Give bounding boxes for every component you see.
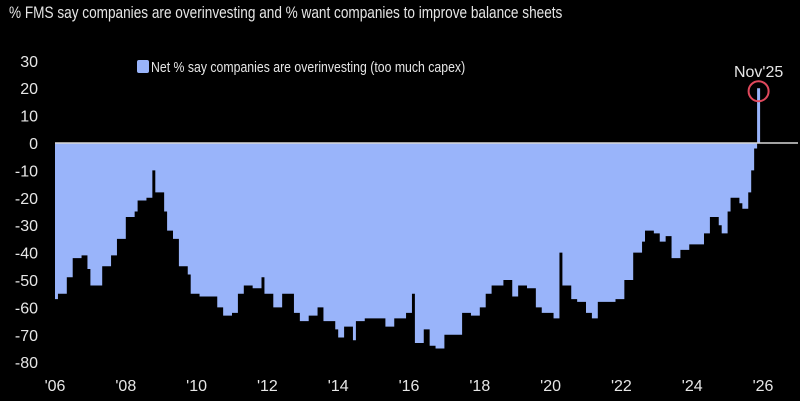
annotation-circle	[747, 80, 770, 103]
y-tick-label: -30	[15, 218, 38, 235]
y-tick-label: 20	[20, 81, 38, 98]
y-tick-label: -50	[15, 273, 38, 290]
x-tick-label: '12	[257, 378, 278, 395]
x-tick-label: '10	[186, 378, 207, 395]
x-tick-label: '16	[399, 378, 420, 395]
x-tick-label: '06	[45, 378, 66, 395]
y-tick-label: -70	[15, 328, 38, 345]
legend-label: Net % say companies are overinvesting (t…	[151, 59, 465, 75]
x-tick-label: '22	[611, 378, 632, 395]
annotation-label: Nov'25	[734, 64, 783, 81]
x-tick-label: '20	[540, 378, 561, 395]
y-tick-label: -40	[15, 246, 38, 263]
chart-title: % FMS say companies are overinvesting an…	[9, 3, 563, 22]
x-axis: '06 '08 '10 '12 '14 '16 '18 '20 '22 '24 '26	[45, 378, 774, 395]
x-tick-label: '18	[469, 378, 490, 395]
y-tick-label: -10	[15, 163, 38, 180]
y-tick-label: -80	[15, 355, 38, 372]
y-tick-label: -60	[15, 300, 38, 317]
x-tick-label: '14	[328, 378, 349, 395]
x-tick-label: '26	[753, 378, 774, 395]
series-area	[55, 88, 761, 349]
y-tick-label: 0	[29, 136, 38, 153]
y-tick-label: 10	[20, 109, 38, 126]
legend-swatch	[137, 60, 149, 73]
x-tick-label: '24	[682, 378, 703, 395]
y-tick-label: -20	[15, 191, 38, 208]
x-tick-label: '08	[115, 378, 136, 395]
y-tick-label: 30	[20, 54, 38, 71]
y-axis: 30 20 10 0 -10 -20 -30 -40 -50 -60 -70 -80	[15, 54, 38, 372]
